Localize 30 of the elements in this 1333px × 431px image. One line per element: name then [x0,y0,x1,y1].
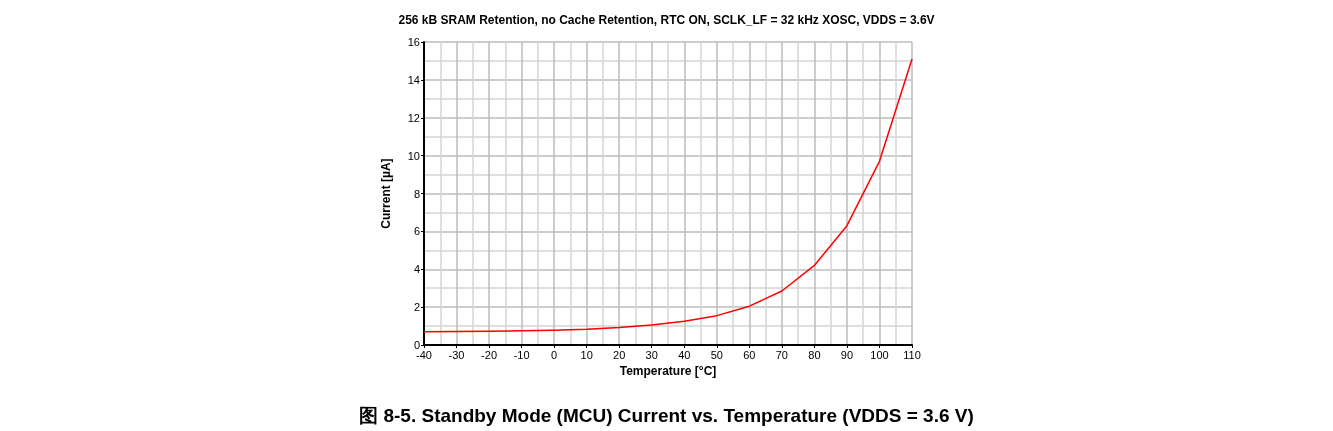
x-tick-label: 80 [808,348,821,361]
x-tick-label: 70 [775,348,788,361]
y-tick-label: 6 [413,225,420,238]
y-axis-title: Current [µA] [379,158,393,229]
y-tick-label: 10 [407,149,420,162]
x-tick-label: -40 [416,348,432,361]
line-series [423,58,913,333]
x-tick-label: 50 [710,348,723,361]
y-tick-label: 8 [413,187,420,200]
x-tick-label: 60 [743,348,756,361]
y-tick-label: 0 [413,339,420,351]
x-tick-label: 10 [580,348,593,361]
y-tick-label: 4 [413,263,420,276]
x-tick-label: 20 [613,348,626,361]
y-tick-label: 2 [413,301,420,314]
x-tick-label: 40 [678,348,691,361]
chart-title: 256 kB SRAM Retention, no Cache Retention, RTC ON, SCLK_LF = 32 kHz XOSC, VDDS = 3.6V [398,13,935,27]
x-tick-label: 0 [551,348,558,361]
x-tick-label: 90 [840,348,854,361]
caption: 图 8-5. Standby Mode (MCU) Current vs. Temperature (VDDS = 3.6 V) [359,405,974,426]
x-tick-label: 100 [870,348,889,361]
y-tick-label: 12 [407,111,420,124]
y-tick-label: 14 [407,73,420,86]
x-tick-label: 110 [903,348,921,361]
x-tick-label: -30 [448,348,465,361]
y-tick-label: 16 [407,36,420,48]
x-tick-label: 30 [645,348,658,361]
x-axis-title: Temperature [°C] [619,364,717,378]
x-tick-label: -20 [481,348,498,361]
x-tick-label: -10 [513,348,530,361]
